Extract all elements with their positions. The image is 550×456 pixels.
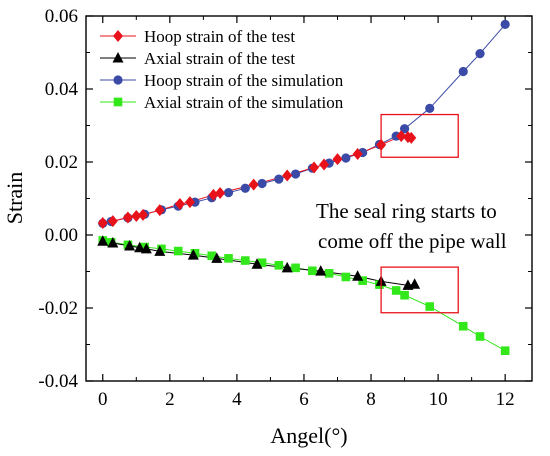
data-point-s4: [240, 256, 250, 265]
data-point-s2: [124, 239, 136, 251]
data-point-s4: [324, 269, 334, 278]
data-point-s2: [154, 245, 166, 256]
data-point-s1: [174, 197, 185, 210]
x-tick-label: 4: [232, 389, 242, 410]
legend-marker-1: [113, 30, 123, 42]
data-point-s2: [281, 261, 293, 273]
y-tick-label: -0.02: [38, 298, 78, 319]
x-tick-label: 2: [165, 389, 175, 410]
data-point-s1: [122, 211, 133, 224]
data-point-s1: [138, 208, 149, 221]
data-point-s4: [274, 260, 284, 270]
y-axis-title: Strain: [2, 172, 27, 225]
data-point-s3: [223, 188, 234, 198]
data-point-s3: [257, 178, 267, 189]
data-point-s1: [309, 161, 320, 174]
tick-labels: 0 2 4 6 8 10 12 -0.04 -0.02 0.00 0.02 0.04 0.06: [38, 6, 514, 410]
data-point-s2: [187, 249, 199, 260]
legend: Hoop strain of the test Axial strain of t…: [100, 27, 344, 112]
data-point-s3: [341, 153, 351, 163]
data-point-s4: [291, 263, 300, 273]
y-tick-label: -0.04: [38, 371, 78, 392]
data-point-s2: [409, 278, 421, 289]
x-axis-title: Angel(°): [270, 423, 347, 448]
data-point-s1: [184, 196, 195, 209]
legend-label-4: Axial strain of the simulation: [144, 93, 344, 112]
data-point-s1: [215, 187, 226, 200]
data-point-s3: [290, 169, 301, 179]
data-point-s2: [251, 258, 263, 269]
data-point-s3: [274, 174, 284, 184]
y-tick-label: 0.04: [45, 79, 79, 100]
data-point-s1: [406, 131, 417, 144]
data-point-s4: [391, 286, 401, 295]
data-point-s2: [352, 270, 364, 281]
data-point-s3: [500, 19, 510, 29]
legend-marker-3: [113, 75, 123, 85]
data-point-s4: [458, 321, 468, 331]
x-tick-label: 0: [98, 389, 108, 410]
data-point-s1: [131, 210, 142, 223]
data-point-s2: [211, 252, 223, 263]
data-point-s4: [475, 332, 485, 341]
data-point-s1: [97, 216, 108, 229]
x-tick-label: 8: [366, 389, 376, 410]
data-point-s1: [248, 178, 259, 191]
data-point-s2: [107, 237, 119, 248]
data-point-s4: [173, 246, 183, 256]
highlight-boxes: [380, 113, 459, 314]
highlight-box-1: [380, 113, 459, 158]
legend-label-1: Hoop strain of the test: [144, 27, 295, 46]
data-point-s3: [425, 103, 435, 113]
data-point-s3: [458, 66, 468, 77]
data-point-s4: [425, 302, 435, 311]
data-point-s1: [319, 158, 330, 171]
data-point-s4: [500, 346, 510, 356]
data-point-s1: [208, 188, 219, 201]
data-point-s4: [308, 266, 317, 276]
data-point-s1: [107, 215, 118, 228]
data-point-s4: [341, 272, 351, 282]
data-point-s4: [224, 254, 233, 263]
legend-label-2: Axial strain of the test: [144, 49, 295, 68]
data-point-s3: [475, 48, 485, 59]
highlight-box-2: [380, 266, 459, 314]
data-point-s1: [332, 153, 343, 166]
data-point-s3: [240, 183, 250, 193]
legend-marker-2: [112, 52, 124, 63]
data-point-s1: [352, 147, 363, 160]
series-line-4: [102, 240, 506, 352]
data-point-s4: [257, 258, 267, 268]
x-tick-label: 10: [429, 389, 448, 410]
data-point-s2: [97, 235, 109, 246]
data-point-s1: [396, 130, 407, 143]
y-tick-label: 0.06: [45, 6, 78, 27]
x-tick-label: 12: [496, 389, 515, 410]
data-point-s1: [154, 204, 165, 217]
legend-label-3: Hoop strain of the simulation: [144, 71, 344, 90]
data-point-s4: [207, 251, 217, 261]
axis-ticks: [86, 15, 532, 382]
data-point-s2: [134, 241, 146, 253]
annotation: The seal ring starts to come off the pip…: [316, 199, 507, 253]
data-point-s4: [400, 290, 409, 300]
series-markers: [97, 19, 510, 356]
data-point-s1: [282, 169, 293, 182]
y-tick-label: 0.00: [45, 225, 78, 246]
legend-marker-4: [113, 97, 123, 107]
y-tick-label: 0.02: [45, 152, 78, 173]
annotation-line-1: The seal ring starts to: [316, 199, 497, 223]
data-point-s2: [140, 242, 152, 254]
annotation-line-2: come off the pipe wall: [318, 229, 507, 253]
x-tick-label: 6: [299, 389, 309, 410]
data-point-s3: [399, 124, 410, 134]
data-point-s2: [315, 265, 327, 276]
